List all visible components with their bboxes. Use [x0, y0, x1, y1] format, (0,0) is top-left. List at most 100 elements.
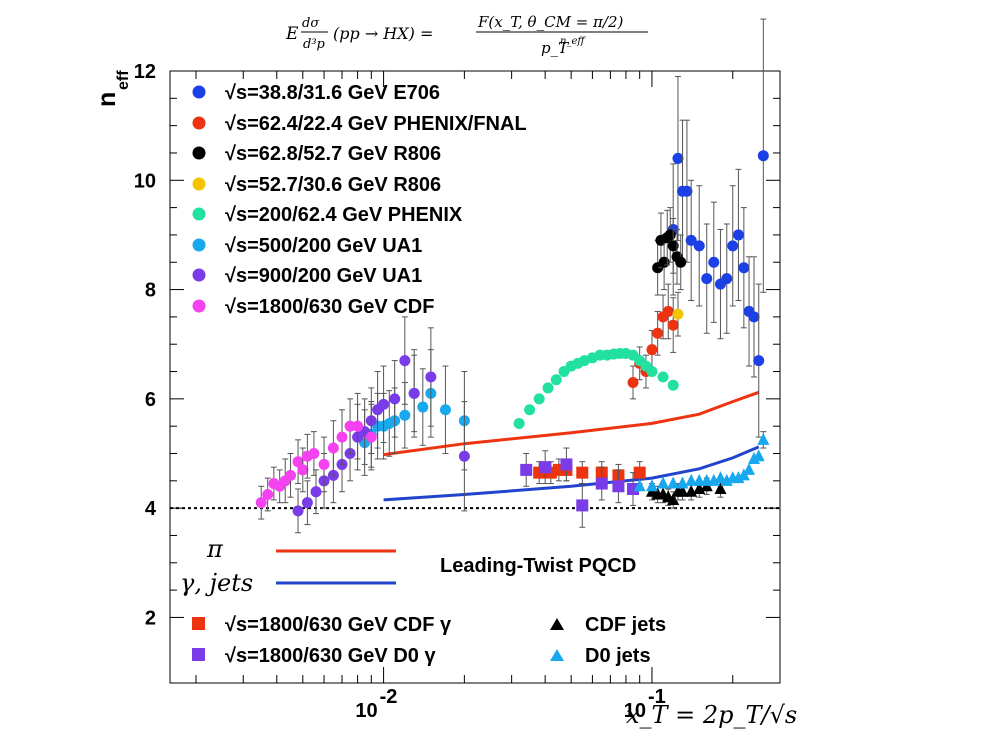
- data-point: [667, 319, 679, 331]
- chart-title: E dσ d³p (pp → HX) = F(x_T, θ_CM = π/2) …: [285, 13, 648, 57]
- data-point: [327, 442, 339, 454]
- series-7: [255, 392, 377, 520]
- data-point: [685, 473, 698, 486]
- data-point: [732, 229, 744, 241]
- data-point: [542, 382, 554, 394]
- data-point: [336, 431, 348, 443]
- x-tick-exponent: -2: [380, 686, 398, 708]
- data-point: [524, 404, 536, 416]
- curve-pi: [383, 390, 760, 457]
- data-point: [301, 497, 313, 509]
- data-point: [576, 466, 589, 479]
- data-point: [738, 262, 750, 274]
- legend-gamma-symbol: γ, jets: [180, 569, 253, 597]
- title-dsigma: dσ: [302, 16, 320, 31]
- data-point: [255, 497, 267, 509]
- data-point: [667, 379, 679, 391]
- legend-label-d0-gamma: √s=1800/630 GeV D0 γ: [225, 645, 436, 667]
- y-tick-label: 12: [134, 61, 156, 83]
- data-point: [743, 462, 756, 475]
- legend-marker-cdf-jets: [550, 618, 564, 630]
- title-process: (pp → HX) =: [333, 24, 433, 43]
- legend-marker-d0-jets: [550, 649, 564, 661]
- data-point: [693, 473, 706, 486]
- legend-label-cdf: √s=1800/630 GeV CDF: [225, 296, 434, 318]
- data-point: [667, 476, 680, 489]
- data-point: [408, 387, 420, 399]
- legend-marker-cdf: [192, 299, 206, 313]
- legend-label-phenix-fnal: √s=62.4/22.4 GeV PHENIX/FNAL: [225, 113, 527, 135]
- legend-label-ua1-900: √s=900/200 GeV UA1: [225, 265, 422, 287]
- data-series: [255, 18, 770, 534]
- legend-pi-symbol: π: [206, 535, 224, 563]
- series-0: [667, 18, 769, 438]
- data-point: [399, 355, 411, 367]
- data-point: [595, 477, 608, 490]
- legend-marker-r806-b: [192, 177, 206, 191]
- x-axis-label: x_T = 2p_T/√s: [626, 701, 797, 729]
- y-tick-label: 8: [145, 280, 156, 302]
- x-axis: 10-210-1: [195, 71, 734, 722]
- legend-marker-d0-gamma: [192, 648, 205, 661]
- data-point: [560, 458, 573, 471]
- data-point: [757, 150, 769, 162]
- data-point: [672, 308, 684, 320]
- data-point: [439, 404, 451, 416]
- data-point: [365, 431, 377, 443]
- legend-label-d0-jets: D0 jets: [585, 645, 651, 667]
- data-point: [576, 499, 589, 512]
- title-d3p: d³p: [303, 37, 326, 52]
- data-point: [310, 486, 322, 498]
- data-point: [646, 366, 658, 378]
- data-point: [693, 240, 705, 252]
- data-point: [676, 484, 689, 497]
- data-point: [627, 376, 639, 388]
- data-point: [752, 449, 765, 462]
- data-point: [714, 471, 727, 484]
- title-exponent: n_eff: [560, 36, 586, 47]
- data-point: [513, 417, 525, 429]
- data-point: [308, 448, 320, 459]
- data-point: [633, 479, 646, 492]
- data-point: [612, 480, 625, 493]
- data-point: [701, 273, 713, 285]
- legend-label-r806-a: √s=62.8/52.7 GeV R806: [225, 143, 441, 165]
- legend-label-e706: √s=38.8/31.6 GeV E706: [225, 82, 440, 104]
- data-point: [676, 476, 689, 489]
- data-point: [657, 371, 669, 383]
- data-point: [262, 488, 274, 500]
- y-tick-label: 10: [134, 170, 156, 192]
- data-point: [633, 466, 646, 479]
- legend-marker-phenix: [192, 207, 206, 221]
- data-point: [417, 401, 429, 413]
- data-point: [292, 456, 304, 468]
- data-point: [550, 374, 562, 386]
- title-e: E: [285, 24, 299, 44]
- x-tick-label: 10: [355, 700, 377, 722]
- y-tick-label: 2: [145, 607, 156, 629]
- series-11: [633, 431, 770, 492]
- legend-marker-phenix-fnal: [192, 116, 206, 130]
- data-point: [708, 256, 720, 268]
- legend-label-cdf-gamma: √s=1800/630 GeV CDF γ: [225, 614, 452, 636]
- data-point: [652, 327, 664, 339]
- legend-marker-cdf-gamma: [192, 617, 205, 630]
- data-point: [399, 409, 411, 421]
- data-point: [681, 185, 693, 197]
- data-point: [727, 240, 739, 252]
- data-point: [292, 505, 304, 517]
- series-2: [652, 207, 687, 296]
- data-point: [646, 344, 658, 356]
- series-4: [513, 348, 679, 429]
- data-point: [297, 464, 309, 476]
- data-point: [657, 476, 670, 489]
- legend-marker-e706: [192, 85, 206, 99]
- legend-label-r806-b: √s=52.7/30.6 GeV R806: [225, 174, 441, 196]
- y-axis-label-sub: eff: [115, 70, 132, 90]
- data-point: [748, 311, 760, 323]
- legend-label-phenix: √s=200/62.4 GeV PHENIX: [225, 204, 463, 226]
- legend-curves: π γ, jets Leading-Twist PQCD: [180, 535, 636, 597]
- data-point: [675, 256, 687, 268]
- legend-marker-ua1-500: [192, 238, 206, 252]
